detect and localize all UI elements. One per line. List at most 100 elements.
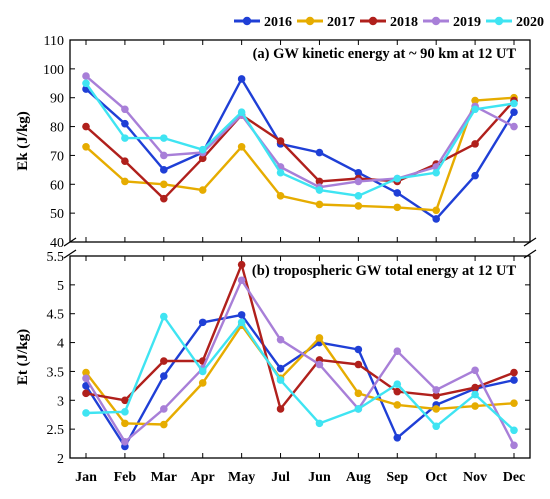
- y-tick-label: 70: [50, 149, 64, 164]
- data-point-2018: [276, 137, 285, 145]
- data-point-2017: [160, 420, 168, 429]
- data-point-2018: [471, 383, 479, 392]
- legend-marker-2018: [368, 16, 378, 26]
- data-point-2017: [237, 142, 246, 151]
- x-tick-label: Nov: [463, 470, 487, 485]
- panel-a-series: [82, 72, 518, 223]
- data-point-2018: [160, 357, 168, 365]
- panel-a-y-axis: 40 50 60 70 80 90 100 110: [43, 34, 530, 251]
- y-tick-label: 3: [57, 394, 64, 409]
- series-line-2016: [84, 313, 515, 448]
- data-point-2017: [393, 203, 402, 212]
- panel-b-total-energy: (b) tropospheric GW total energy at 12 U…: [15, 250, 531, 467]
- series-line-2020: [85, 82, 515, 198]
- data-point-2018: [160, 194, 168, 203]
- series-line-2016: [85, 77, 516, 221]
- data-point-2018: [237, 260, 246, 269]
- series-line-2017: [85, 96, 515, 212]
- data-point-2020: [471, 105, 479, 114]
- legend-label-2020: 2020: [516, 15, 544, 30]
- panel-a-kinetic-energy: (a) GW kinetic energy at ~ 90 km at 12 U…: [15, 34, 531, 251]
- legend-marker-2020: [494, 16, 504, 26]
- legend-marker-2016: [242, 16, 252, 26]
- data-point-2016: [393, 434, 402, 442]
- x-tick-label: Jul: [271, 470, 290, 485]
- data-point-2019: [121, 105, 129, 114]
- panel-a-x-ticks: [85, 40, 515, 242]
- y-tick-label: 40: [50, 236, 64, 251]
- panel-b-ylabel: Et (J/kg): [15, 329, 31, 385]
- data-point-2017: [354, 202, 363, 210]
- data-point-2020: [237, 318, 246, 327]
- data-point-2020: [198, 145, 207, 154]
- data-point-2019: [432, 386, 440, 394]
- data-point-2016: [160, 372, 168, 380]
- data-point-2017: [471, 96, 479, 105]
- data-point-2020: [198, 367, 207, 376]
- data-point-2017: [160, 180, 168, 189]
- y-tick-label: 5.5: [47, 250, 65, 265]
- data-point-2018: [510, 368, 518, 377]
- legend-marker-2017: [305, 16, 315, 26]
- series-line-2017: [85, 324, 515, 426]
- data-point-2017: [471, 402, 479, 410]
- y-tick-label: 60: [50, 178, 64, 193]
- data-point-2020: [510, 99, 518, 108]
- data-point-2020: [393, 174, 402, 183]
- series-line-2020: [85, 315, 515, 432]
- panel-a-title: (a) GW kinetic energy at ~ 90 km at 12 U…: [253, 46, 517, 62]
- data-point-2017: [354, 389, 363, 398]
- data-point-2020: [82, 79, 90, 88]
- x-tick-label: Oct: [425, 470, 447, 485]
- data-point-2019: [393, 347, 402, 356]
- data-point-2019: [510, 441, 518, 450]
- y-tick-label: 2: [57, 452, 64, 467]
- data-point-2016: [315, 148, 324, 157]
- data-point-2019: [510, 122, 518, 131]
- data-point-2020: [276, 376, 285, 384]
- data-point-2020: [160, 134, 168, 142]
- x-tick-label: Feb: [114, 470, 137, 485]
- x-tick-label: May: [228, 470, 255, 485]
- data-point-2019: [121, 438, 129, 446]
- data-point-2016: [510, 376, 518, 384]
- data-point-2017: [432, 206, 440, 215]
- data-point-2016: [354, 345, 363, 354]
- data-point-2016: [432, 215, 440, 223]
- panel-a-ylabel: Ek (J/kg): [15, 111, 31, 171]
- data-point-2017: [276, 192, 285, 200]
- data-point-2020: [315, 419, 324, 428]
- y-tick-label: 4.5: [47, 308, 65, 323]
- data-point-2017: [315, 200, 324, 209]
- data-point-2020: [432, 422, 440, 431]
- panel-b-frame: [69, 255, 531, 459]
- x-tick-label: Apr: [191, 470, 215, 485]
- legend-label-2019: 2019: [453, 15, 481, 30]
- data-point-2019: [82, 72, 90, 80]
- data-point-2018: [315, 177, 324, 186]
- data-point-2018: [82, 122, 90, 131]
- data-point-2020: [121, 408, 129, 416]
- data-point-2018: [121, 157, 129, 165]
- data-point-2016: [276, 364, 285, 373]
- data-point-2020: [354, 192, 363, 200]
- data-point-2016: [393, 189, 402, 197]
- data-point-2017: [121, 419, 129, 428]
- data-point-2020: [276, 168, 285, 177]
- x-tick-label: Sep: [386, 470, 408, 485]
- y-tick-label: 90: [50, 92, 64, 107]
- data-point-2016: [198, 318, 207, 327]
- data-point-2018: [354, 360, 363, 369]
- legend-label-2016: 2016: [264, 15, 292, 30]
- data-point-2017: [432, 405, 440, 413]
- data-point-2019: [160, 151, 168, 160]
- data-point-2019: [237, 276, 246, 285]
- axis-break-marks: [63, 237, 537, 259]
- data-point-2016: [237, 311, 246, 319]
- panel-b-x-ticks: [85, 256, 515, 458]
- data-point-2017: [198, 379, 207, 387]
- data-point-2019: [354, 177, 363, 186]
- panel-b-y-axis: 2 2.5 3 3.5 4 4.5 5 5.5: [47, 250, 530, 467]
- y-tick-label: 80: [50, 121, 64, 136]
